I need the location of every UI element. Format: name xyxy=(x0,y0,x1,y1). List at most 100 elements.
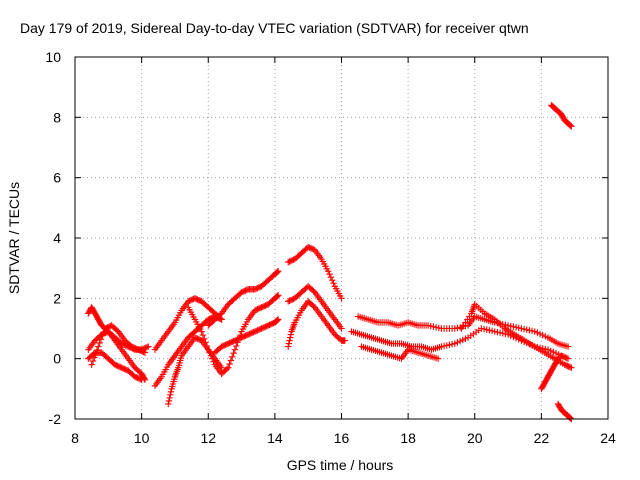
y-axis-label: SDTVAR / TECUs xyxy=(6,182,22,294)
data-point xyxy=(287,331,295,338)
data-point xyxy=(566,414,574,421)
series-track-10 xyxy=(211,316,282,356)
data-point xyxy=(93,347,101,354)
data-point xyxy=(274,316,281,324)
data-point xyxy=(556,353,564,361)
data-point xyxy=(563,354,570,362)
series-track-16 xyxy=(358,343,442,362)
data-point xyxy=(225,364,232,371)
data-point xyxy=(207,352,215,359)
data-point xyxy=(568,364,575,371)
data-point xyxy=(338,295,345,302)
data-point xyxy=(137,375,144,383)
x-tick-label: 14 xyxy=(267,430,283,446)
data-point xyxy=(330,280,337,287)
data-point xyxy=(275,316,282,323)
data-point xyxy=(201,335,208,342)
series-track-15 xyxy=(348,325,572,362)
series-track-8 xyxy=(185,292,282,377)
data-point xyxy=(564,355,572,362)
x-tick-label: 16 xyxy=(334,430,350,446)
data-point xyxy=(275,267,282,275)
data-point xyxy=(566,363,574,371)
data-point xyxy=(286,337,293,344)
y-tick-label: 2 xyxy=(53,290,61,306)
series-track-5 xyxy=(151,295,225,353)
data-point xyxy=(273,269,281,276)
data-point xyxy=(138,376,145,383)
x-tick-label: 22 xyxy=(534,430,550,446)
series-track-4 xyxy=(88,322,149,368)
data-point xyxy=(273,293,281,300)
data-point xyxy=(88,361,95,368)
data-point xyxy=(96,339,103,347)
data-point xyxy=(97,336,105,343)
data-point xyxy=(285,343,292,350)
data-point xyxy=(327,274,335,281)
data-point xyxy=(140,348,147,356)
data-point xyxy=(143,344,151,351)
data-point xyxy=(229,353,236,361)
data-point xyxy=(566,121,574,129)
data-point xyxy=(338,325,345,332)
data-point xyxy=(558,352,565,359)
data-point xyxy=(274,292,281,300)
series-track-18 xyxy=(538,352,565,393)
x-tick-label: 18 xyxy=(400,430,416,446)
data-point xyxy=(567,415,574,422)
x-tick-label: 10 xyxy=(134,430,150,446)
data-point xyxy=(434,355,442,362)
series-track-13 xyxy=(285,298,349,350)
data-point xyxy=(166,394,173,402)
x-axis-label: GPS time / hours xyxy=(287,457,394,473)
data-points xyxy=(85,102,575,423)
data-point xyxy=(198,328,205,335)
data-point xyxy=(328,277,336,284)
series-track-7 xyxy=(165,334,225,408)
data-point xyxy=(199,331,207,339)
y-tick-label: 8 xyxy=(53,109,61,125)
data-point xyxy=(89,357,97,365)
data-point xyxy=(568,123,575,130)
y-tick-label: -2 xyxy=(49,411,62,427)
data-point xyxy=(227,357,235,364)
y-tick-label: 6 xyxy=(53,170,61,186)
data-point xyxy=(326,271,333,278)
series-track-11 xyxy=(285,243,345,302)
x-tick-label: 12 xyxy=(200,430,216,446)
data-point xyxy=(223,365,231,373)
data-point xyxy=(233,342,240,350)
data-point xyxy=(226,360,233,368)
data-point xyxy=(209,355,216,362)
data-point xyxy=(165,397,173,405)
data-point xyxy=(341,337,349,344)
y-tick-label: 0 xyxy=(53,351,61,367)
data-point xyxy=(95,343,102,350)
series-track-12 xyxy=(285,283,345,332)
grid xyxy=(75,57,608,419)
data-point xyxy=(205,346,212,353)
chart-title: Day 179 of 2019, Sidereal Day-to-day VTE… xyxy=(20,20,529,36)
data-point xyxy=(275,292,282,299)
data-point xyxy=(274,268,281,275)
data-point xyxy=(557,353,564,360)
y-tick-label: 4 xyxy=(53,230,61,246)
data-point xyxy=(567,122,574,129)
data-point xyxy=(210,358,217,365)
data-point xyxy=(324,267,332,275)
y-tick-label: 10 xyxy=(45,49,61,65)
series-track-20 xyxy=(548,102,575,130)
data-point xyxy=(202,339,209,346)
data-point xyxy=(273,317,281,324)
data-point xyxy=(165,400,172,408)
data-point xyxy=(286,334,294,341)
data-point xyxy=(564,343,572,350)
data-point xyxy=(99,332,106,339)
x-tick-label: 24 xyxy=(600,430,616,446)
data-point xyxy=(167,391,174,399)
data-point xyxy=(285,340,293,347)
x-tick-label: 8 xyxy=(71,430,79,446)
